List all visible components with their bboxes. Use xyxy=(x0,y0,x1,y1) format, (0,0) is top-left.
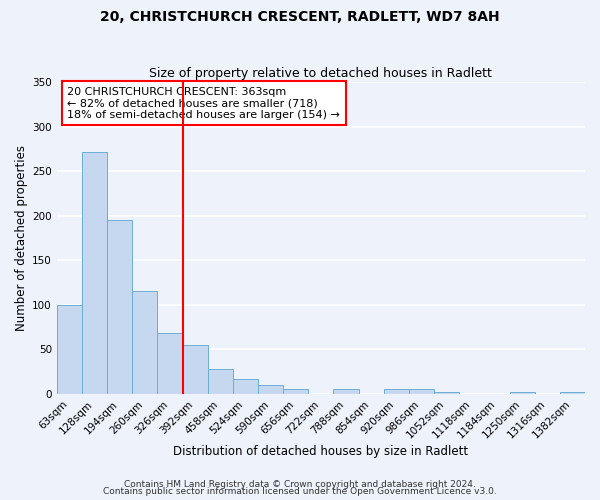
Bar xyxy=(409,390,434,394)
Bar xyxy=(208,369,233,394)
Bar xyxy=(258,385,283,394)
Text: 20, CHRISTCHURCH CRESCENT, RADLETT, WD7 8AH: 20, CHRISTCHURCH CRESCENT, RADLETT, WD7 … xyxy=(100,10,500,24)
Bar xyxy=(107,220,132,394)
Title: Size of property relative to detached houses in Radlett: Size of property relative to detached ho… xyxy=(149,66,493,80)
Bar xyxy=(283,390,308,394)
Text: 20 CHRISTCHURCH CRESCENT: 363sqm
← 82% of detached houses are smaller (718)
18% : 20 CHRISTCHURCH CRESCENT: 363sqm ← 82% o… xyxy=(67,86,340,120)
Bar xyxy=(334,390,359,394)
Bar xyxy=(57,305,82,394)
Bar xyxy=(157,334,182,394)
Bar xyxy=(560,392,585,394)
Bar xyxy=(132,290,157,394)
Text: Contains public sector information licensed under the Open Government Licence v3: Contains public sector information licen… xyxy=(103,488,497,496)
Bar xyxy=(384,390,409,394)
Bar xyxy=(509,392,535,394)
Text: Contains HM Land Registry data © Crown copyright and database right 2024.: Contains HM Land Registry data © Crown c… xyxy=(124,480,476,489)
Bar xyxy=(233,379,258,394)
Bar xyxy=(82,152,107,394)
Bar xyxy=(182,345,208,394)
X-axis label: Distribution of detached houses by size in Radlett: Distribution of detached houses by size … xyxy=(173,444,469,458)
Bar xyxy=(434,392,459,394)
Y-axis label: Number of detached properties: Number of detached properties xyxy=(15,145,28,331)
